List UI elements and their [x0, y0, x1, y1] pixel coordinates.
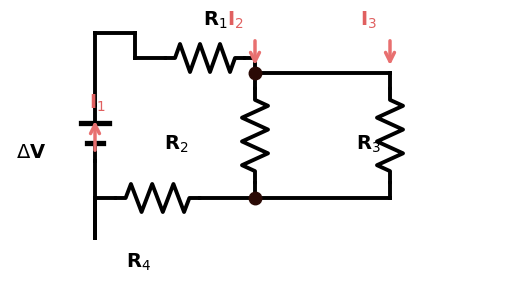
Text: R$_2$: R$_2$	[164, 133, 189, 155]
Text: I$_1$: I$_1$	[89, 93, 105, 114]
Text: R$_1$: R$_1$	[203, 10, 227, 31]
Text: R$_3$: R$_3$	[356, 133, 381, 155]
Text: R$_4$: R$_4$	[126, 251, 151, 273]
Text: I$_2$: I$_2$	[227, 10, 244, 31]
Text: $\Delta$V: $\Delta$V	[15, 143, 46, 162]
Text: I$_3$: I$_3$	[360, 10, 377, 31]
